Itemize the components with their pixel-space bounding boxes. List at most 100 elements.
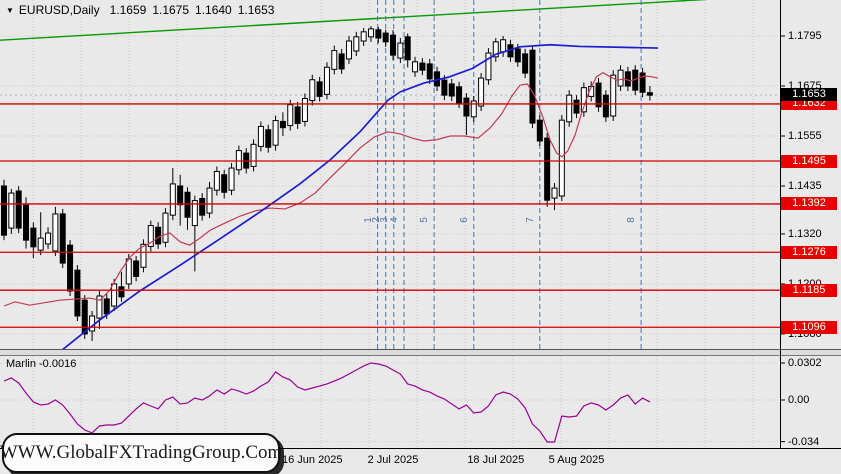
candle [514, 48, 521, 63]
symbol-dropdown-icon[interactable]: ▼ [6, 6, 14, 15]
candle [45, 232, 52, 245]
candle [74, 269, 81, 317]
candle [103, 298, 110, 315]
candle [500, 39, 507, 53]
candle [140, 243, 147, 268]
candle [257, 125, 264, 147]
candle [67, 244, 74, 292]
candle [169, 183, 176, 216]
candle [353, 36, 360, 52]
ma-red [3, 71, 659, 307]
candle [639, 72, 646, 93]
date-tick-label[interactable]: 2 Jul 2025 [367, 454, 419, 466]
candle [206, 187, 213, 214]
date-tick-label[interactable]: 5 Aug 2025 [548, 454, 605, 466]
date-tick-label[interactable]: 16 Jun 2025 [281, 454, 343, 466]
candle [199, 198, 206, 216]
candle [294, 106, 301, 125]
price-level-badge[interactable]: 1.1185 [781, 283, 837, 297]
candle [301, 98, 308, 122]
candle [37, 237, 44, 251]
candle [544, 137, 551, 201]
price-level-badge[interactable]: 1.1392 [781, 197, 837, 211]
candle [177, 185, 184, 206]
candle [125, 258, 132, 285]
candle [133, 260, 140, 277]
candle [566, 94, 573, 123]
candle [96, 295, 103, 319]
candle [426, 63, 433, 80]
candle [573, 99, 580, 114]
price-level-badge[interactable]: 1.1276 [781, 245, 837, 259]
wave-number: 5 [419, 217, 431, 223]
candle [272, 120, 279, 146]
candle [551, 187, 558, 199]
candle [8, 192, 15, 229]
price-level-badge[interactable]: 1.1096 [781, 320, 837, 334]
candle [213, 170, 220, 191]
candle [382, 32, 389, 43]
candle [456, 86, 463, 104]
candle [485, 52, 492, 81]
candle [59, 213, 66, 264]
watermark-text: WWW.GlobalFXTradingGroup.Com [0, 442, 283, 463]
candle [610, 74, 617, 117]
open-quote: 1.1659 [109, 3, 147, 17]
candle [360, 31, 367, 42]
candle [250, 143, 257, 167]
candle [191, 200, 198, 227]
ma-blue [60, 43, 659, 350]
candle [1, 185, 7, 236]
candle [331, 50, 338, 70]
date-tick-label[interactable]: 18 Jul 2025 [467, 454, 525, 466]
indicator-name: Marlin [6, 358, 36, 370]
candle [375, 29, 382, 39]
indicator-value: -0.0016 [39, 358, 77, 370]
candle [478, 77, 485, 107]
candle [89, 315, 96, 332]
low-quote: 1.1640 [195, 3, 232, 17]
candle [595, 82, 602, 108]
high-quote: 1.1675 [152, 3, 190, 17]
marlin-line [3, 362, 651, 443]
candle [529, 49, 536, 124]
wave-number: 4 [389, 217, 401, 223]
candle [463, 97, 470, 117]
indicator-pane [0, 356, 780, 448]
candle [118, 286, 125, 298]
price-tick-label: 1.1555 [788, 130, 822, 142]
candle [279, 120, 286, 129]
indicator-title: Marlin -0.0016 [6, 358, 76, 370]
candle [345, 40, 352, 60]
watermark-pill: WWW.GlobalFXTradingGroup.Com [0, 433, 283, 473]
wave-number: 7 [524, 217, 536, 223]
indicator-tick-label: 0.00 [788, 394, 810, 406]
candle [162, 212, 169, 243]
candle [184, 191, 191, 218]
candle [404, 36, 411, 61]
candle [470, 100, 477, 118]
indicator-tick-label: 0.0302 [788, 357, 822, 369]
chart-title: ▼ EURUSD,Daily 1.1659 1.1675 1.1640 1.1653 [6, 3, 280, 17]
candle [323, 66, 330, 95]
candle [522, 53, 529, 74]
candle [536, 119, 543, 142]
candle [419, 62, 426, 71]
candle [316, 81, 323, 97]
wave-number: 6 [458, 217, 470, 223]
candle [309, 79, 316, 102]
candle [147, 225, 154, 247]
wave-number: 8 [626, 217, 638, 223]
price-level-badge[interactable]: 1.1495 [781, 154, 837, 168]
candle [15, 190, 22, 229]
main-pane [0, 0, 780, 350]
candle [617, 69, 624, 87]
candle [235, 150, 242, 171]
candle [287, 104, 294, 127]
candle [492, 41, 499, 58]
price-tick-label: 1.1795 [788, 30, 822, 42]
close-quote: 1.1653 [237, 3, 275, 17]
candle [368, 28, 374, 38]
